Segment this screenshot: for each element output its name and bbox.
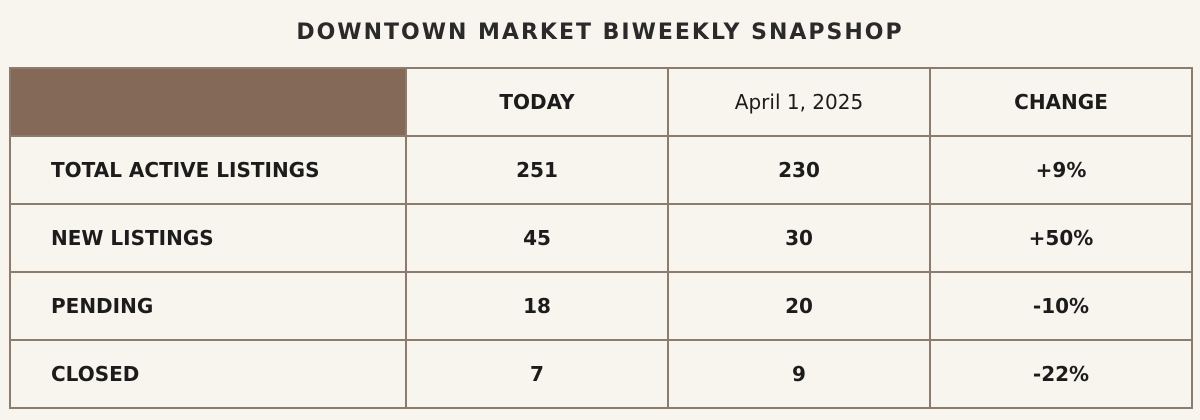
table-row: TOTAL ACTIVE LISTINGS 251 230 +9%: [9, 135, 1193, 205]
change-value: -10%: [929, 271, 1193, 341]
april-value: 9: [667, 339, 931, 409]
table-row: NEW LISTINGS 45 30 +50%: [9, 203, 1193, 273]
april-value: 30: [667, 203, 931, 273]
today-value: 251: [405, 135, 669, 205]
table-row: CLOSED 7 9 -22%: [9, 339, 1193, 409]
column-header-date: April 1, 2025: [667, 67, 931, 137]
row-label: CLOSED: [9, 339, 407, 409]
row-label: PENDING: [9, 271, 407, 341]
market-snapshot-table: TODAY April 1, 2025 CHANGE TOTAL ACTIVE …: [9, 67, 1193, 409]
change-value: +50%: [929, 203, 1193, 273]
april-value: 20: [667, 271, 931, 341]
page-title: DOWNTOWN MARKET BIWEEKLY SNAPSHOP: [296, 20, 904, 45]
today-value: 18: [405, 271, 669, 341]
table-row: PENDING 18 20 -10%: [9, 271, 1193, 341]
change-value: -22%: [929, 339, 1193, 409]
row-label: NEW LISTINGS: [9, 203, 407, 273]
column-header-change: CHANGE: [929, 67, 1193, 137]
column-header-today: TODAY: [405, 67, 669, 137]
today-value: 7: [405, 339, 669, 409]
table-header-row: TODAY April 1, 2025 CHANGE: [9, 67, 1193, 137]
april-value: 230: [667, 135, 931, 205]
change-value: +9%: [929, 135, 1193, 205]
today-value: 45: [405, 203, 669, 273]
header-corner-cell: [9, 67, 407, 137]
row-label: TOTAL ACTIVE LISTINGS: [9, 135, 407, 205]
